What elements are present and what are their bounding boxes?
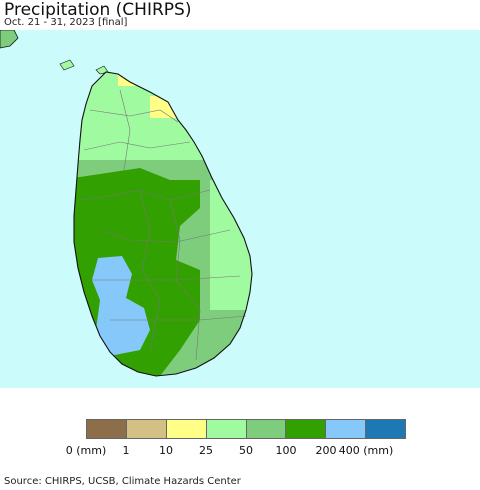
legend-swatch xyxy=(286,420,327,438)
legend-swatch xyxy=(87,420,127,438)
zone-200-400 xyxy=(92,256,150,356)
legend-tick-label: 0 (mm) xyxy=(65,444,107,457)
source-credit: Source: CHIRPS, UCSB, Climate Hazards Ce… xyxy=(4,476,241,487)
legend-tick-label: 1 xyxy=(122,444,130,457)
district-boundaries xyxy=(79,89,247,361)
legend-swatch xyxy=(326,420,367,438)
map-panel xyxy=(0,30,480,388)
legend-swatch xyxy=(166,420,207,438)
map-title: Precipitation (CHIRPS) xyxy=(4,0,192,20)
zone-50-100 xyxy=(74,72,252,376)
legend-tick-label: 200 xyxy=(315,444,337,457)
legend-tick-label: 400 (mm) xyxy=(338,444,394,457)
mainland-coast xyxy=(0,30,19,49)
legend-tick-label: 25 xyxy=(199,444,213,457)
legend-swatch xyxy=(126,420,167,438)
rainfall-zones xyxy=(74,72,252,376)
zone-25-50 xyxy=(210,180,252,310)
legend-tick-label: 10 xyxy=(159,444,173,457)
legend-swatch xyxy=(206,420,247,438)
map-subtitle: Oct. 21 - 31, 2023 [final] xyxy=(4,17,128,28)
northern-islet xyxy=(59,59,75,71)
legend-tick-label: 50 xyxy=(239,444,253,457)
precipitation-map xyxy=(0,30,253,377)
legend-swatch xyxy=(246,420,287,438)
legend-tick-label: 100 xyxy=(275,444,297,457)
legend-colorbar xyxy=(86,419,406,439)
legend-swatch xyxy=(366,420,405,438)
